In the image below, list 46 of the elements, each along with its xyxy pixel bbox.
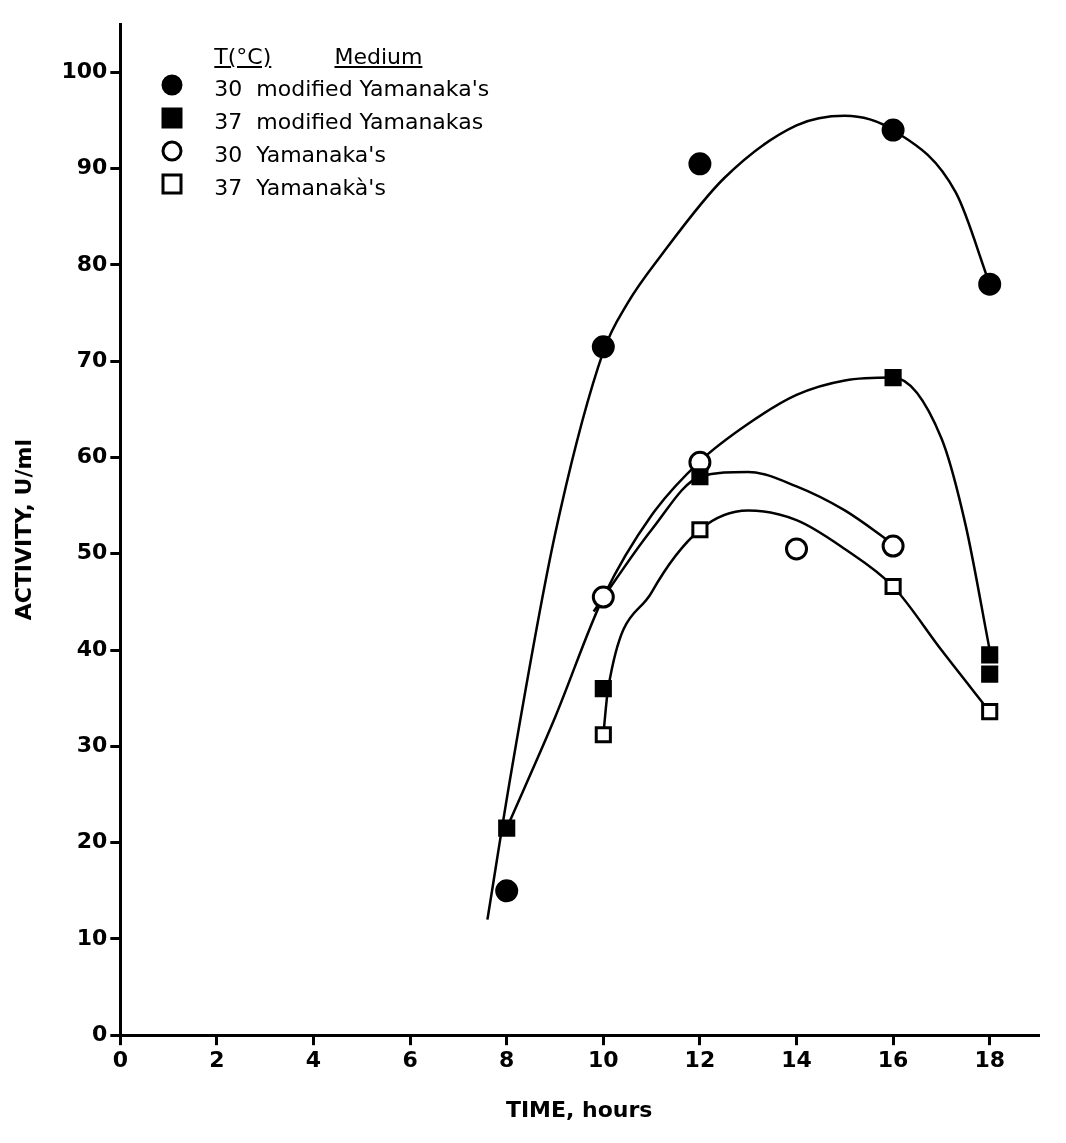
legend-label: 30 Yamanaka's xyxy=(214,141,386,167)
y-tick-label: 80 xyxy=(76,250,108,276)
legend-label: 37 Yamanakà's xyxy=(214,174,386,200)
x-tick-label: 6 xyxy=(402,1047,418,1073)
y-tick-label: 0 xyxy=(92,1020,108,1046)
x-tick-label: 12 xyxy=(684,1047,716,1073)
point xyxy=(594,726,612,744)
x-axis-title: TIME, hours xyxy=(505,1096,653,1122)
x-tick-label: 18 xyxy=(974,1047,1006,1073)
point xyxy=(884,369,902,387)
point xyxy=(881,118,905,142)
x-tick-label: 2 xyxy=(209,1047,225,1073)
point xyxy=(981,646,999,664)
point xyxy=(978,272,1002,296)
x-tick-label: 14 xyxy=(781,1047,812,1073)
x-tick-label: 16 xyxy=(877,1047,909,1073)
point xyxy=(495,879,519,903)
point xyxy=(498,819,516,837)
point xyxy=(591,335,615,359)
x-tick-label: 8 xyxy=(499,1047,515,1073)
point xyxy=(981,703,999,721)
point xyxy=(594,680,612,698)
point xyxy=(881,534,905,558)
y-tick-label: 100 xyxy=(61,58,108,84)
x-tick-label: 10 xyxy=(588,1047,619,1073)
point xyxy=(591,585,615,609)
y-tick-label: 20 xyxy=(76,828,108,854)
y-tick-label: 30 xyxy=(76,732,108,758)
text: T(°C) Medium xyxy=(214,44,423,70)
y-tick-label: 40 xyxy=(76,635,108,661)
y-tick-label: 60 xyxy=(76,443,108,469)
x-tick-label: 4 xyxy=(305,1047,322,1073)
point xyxy=(981,665,999,683)
y-tick-label: 10 xyxy=(76,924,108,950)
point xyxy=(688,152,712,176)
point xyxy=(691,468,709,486)
x-tick-label: 0 xyxy=(112,1047,128,1073)
y-axis-title: ACTIVITY, U/ml xyxy=(10,439,36,621)
point xyxy=(884,577,902,596)
legend-label: 30 modified Yamanaka's xyxy=(214,75,490,101)
point xyxy=(785,537,809,561)
y-tick-label: 50 xyxy=(76,539,108,565)
point xyxy=(691,521,709,539)
y-tick-label: 90 xyxy=(76,154,108,180)
legend-label: 37 modified Yamanakas xyxy=(214,108,484,134)
y-tick-label: 70 xyxy=(76,346,108,372)
